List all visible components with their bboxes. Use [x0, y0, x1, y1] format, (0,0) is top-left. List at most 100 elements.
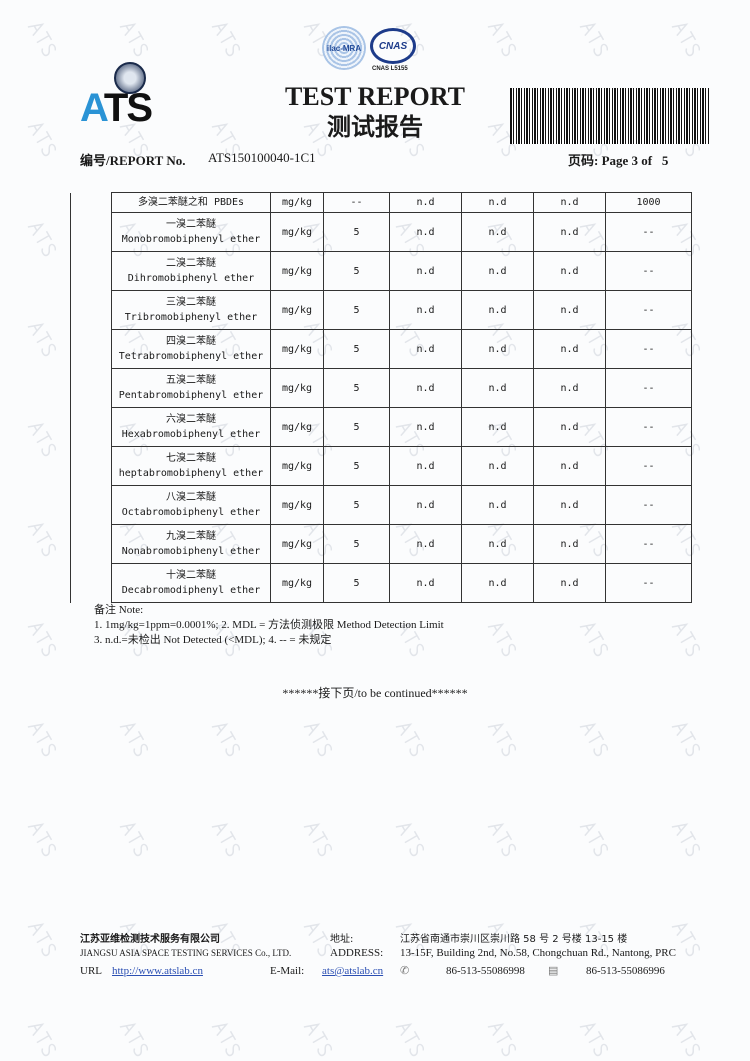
- table-row: 十溴二苯醚 Decabromodiphenyl ether mg/kg 5 n.d n.d…: [70, 563, 692, 603]
- item-name-cell: 五溴二苯醚 Pentabromobiphenyl ether: [111, 368, 271, 408]
- note-line: 1. 1mg/kg=1ppm=0.0001%; 2. MDL = 方法侦测极限 …: [94, 619, 444, 631]
- item-name-cn: 一溴二苯醚: [166, 219, 216, 230]
- r3-cell: n.d: [533, 407, 606, 447]
- r3-cell: n.d: [533, 329, 606, 369]
- blank-cell: [70, 524, 112, 564]
- address-en: 13-15F, Building 2nd, No.58, Chongchuan …: [400, 947, 676, 959]
- mdl-cell: 5: [323, 212, 390, 252]
- r2-cell: n.d: [461, 290, 534, 330]
- r1-cell: n.d: [389, 329, 462, 369]
- accreditation-logos: ilac-MRA CNAS CNAS L5155: [322, 26, 422, 82]
- mdl-cell: 5: [323, 251, 390, 291]
- unit-cell: mg/kg: [270, 329, 324, 369]
- r1-cell: n.d: [389, 290, 462, 330]
- item-name-cell: 三溴二苯醚 Tribromobiphenyl ether: [111, 290, 271, 330]
- unit-cell: mg/kg: [270, 407, 324, 447]
- mdl-cell: 5: [323, 446, 390, 486]
- item-name-cn: 七溴二苯醚: [166, 453, 216, 464]
- cnas-logo: CNAS: [370, 28, 416, 64]
- mdl-cell: 5: [323, 524, 390, 564]
- item-name-en: heptabromobiphenyl ether: [118, 468, 264, 479]
- r3-cell: n.d: [533, 192, 606, 213]
- item-name-cell: 九溴二苯醚 Nonabromobiphenyl ether: [111, 524, 271, 564]
- blank-cell: [70, 407, 112, 447]
- table-row: 多溴二苯醚之和 PBDEs mg/kg -- n.d n.d n.d 1000: [70, 192, 692, 213]
- unit-cell: mg/kg: [270, 251, 324, 291]
- r2-cell: n.d: [461, 524, 534, 564]
- phone-number: 86-513-55086998: [446, 965, 525, 977]
- address-label-cn: 地址:: [330, 934, 354, 945]
- title-en: TEST REPORT: [285, 82, 465, 111]
- notes-title: 备注 Note:: [94, 604, 144, 616]
- limit-cell: --: [605, 329, 692, 369]
- blank-cell: [70, 446, 112, 486]
- ats-logo: ATS: [80, 62, 180, 128]
- blank-cell: [70, 563, 112, 603]
- item-name-en: Monobromobiphenyl ether: [121, 234, 261, 245]
- item-name-cn: 九溴二苯醚: [166, 531, 216, 542]
- report-title: TEST REPORT 测试报告: [270, 82, 480, 142]
- item-name-en: Octabromobiphenyl ether: [121, 507, 261, 518]
- limit-cell: --: [605, 446, 692, 486]
- r1-cell: n.d: [389, 251, 462, 291]
- r3-cell: n.d: [533, 212, 606, 252]
- item-name-en: Tribromobiphenyl ether: [124, 312, 258, 323]
- item-name-en: Pentabromobiphenyl ether: [118, 390, 264, 401]
- mdl-cell: 5: [323, 563, 390, 603]
- notes: 备注 Note: 1. 1mg/kg=1ppm=0.0001%; 2. MDL …: [94, 603, 444, 648]
- unit-cell: mg/kg: [270, 563, 324, 603]
- unit-cell: mg/kg: [270, 524, 324, 564]
- company-name-en: JIANGSU ASIA SPACE TESTING SERVICES Co.,…: [80, 948, 292, 958]
- globe-icon: [114, 62, 146, 94]
- title-cn: 测试报告: [327, 113, 423, 141]
- table-row: 二溴二苯醚 Dihromobiphenyl ether mg/kg 5 n.d n.d n.…: [70, 251, 692, 291]
- mdl-cell: 5: [323, 485, 390, 525]
- item-name-cn: 多溴二苯醚之和 PBDEs: [137, 197, 245, 208]
- report-no-label: 编号/REPORT No.: [80, 153, 186, 168]
- ilac-mra-logo: ilac-MRA: [322, 26, 366, 70]
- address-cn: 江苏省南通市崇川区崇川路 58 号 2 号楼 13-15 楼: [400, 934, 628, 945]
- item-name-cell: 多溴二苯醚之和 PBDEs: [111, 192, 271, 213]
- unit-cell: mg/kg: [270, 212, 324, 252]
- limit-cell: --: [605, 485, 692, 525]
- table-row: 七溴二苯醚 heptabromobiphenyl ether mg/kg 5 n.d n.…: [70, 446, 692, 486]
- r1-cell: n.d: [389, 563, 462, 603]
- r1-cell: n.d: [389, 446, 462, 486]
- r3-cell: n.d: [533, 485, 606, 525]
- unit-cell: mg/kg: [270, 290, 324, 330]
- limit-cell: --: [605, 368, 692, 408]
- r3-cell: n.d: [533, 290, 606, 330]
- report-no: ATS150100040-1C1: [208, 150, 316, 165]
- table-row: 九溴二苯醚 Nonabromobiphenyl ether mg/kg 5 n.d n.d…: [70, 524, 692, 564]
- blank-cell: [70, 329, 112, 369]
- limit-cell: --: [605, 524, 692, 564]
- item-name-cell: 二溴二苯醚 Dihromobiphenyl ether: [111, 251, 271, 291]
- item-name-cn: 三溴二苯醚: [166, 297, 216, 308]
- limit-cell: 1000: [605, 192, 692, 213]
- cnas-number: CNAS L5155: [372, 66, 408, 72]
- company-name-cn: 江苏亚维检测技术服务有限公司: [80, 934, 220, 945]
- blank-cell: [70, 368, 112, 408]
- blank-cell: [70, 290, 112, 330]
- blank-cell: [70, 251, 112, 291]
- mdl-cell: 5: [323, 329, 390, 369]
- r1-cell: n.d: [389, 192, 462, 213]
- email-link[interactable]: ats@atslab.cn: [322, 965, 384, 977]
- r1-cell: n.d: [389, 485, 462, 525]
- limit-cell: --: [605, 212, 692, 252]
- table-row: 六溴二苯醚 Hexabromobiphenyl ether mg/kg 5 n.d n.d…: [70, 407, 692, 447]
- r2-cell: n.d: [461, 485, 534, 525]
- r1-cell: n.d: [389, 212, 462, 252]
- unit-cell: mg/kg: [270, 446, 324, 486]
- website-link[interactable]: http://www.atslab.cn: [112, 965, 203, 977]
- table-row: 五溴二苯醚 Pentabromobiphenyl ether mg/kg 5 n.d n.…: [70, 368, 692, 408]
- item-name-cell: 一溴二苯醚 Monobromobiphenyl ether: [111, 212, 271, 252]
- address-label-en: ADDRESS:: [330, 947, 384, 959]
- item-name-cell: 四溴二苯醚 Tetrabromobiphenyl ether: [111, 329, 271, 369]
- item-name-en: Hexabromobiphenyl ether: [121, 429, 261, 440]
- url-label: URL: [80, 965, 102, 977]
- r1-cell: n.d: [389, 407, 462, 447]
- item-name-cn: 十溴二苯醚: [166, 570, 216, 581]
- unit-cell: mg/kg: [270, 368, 324, 408]
